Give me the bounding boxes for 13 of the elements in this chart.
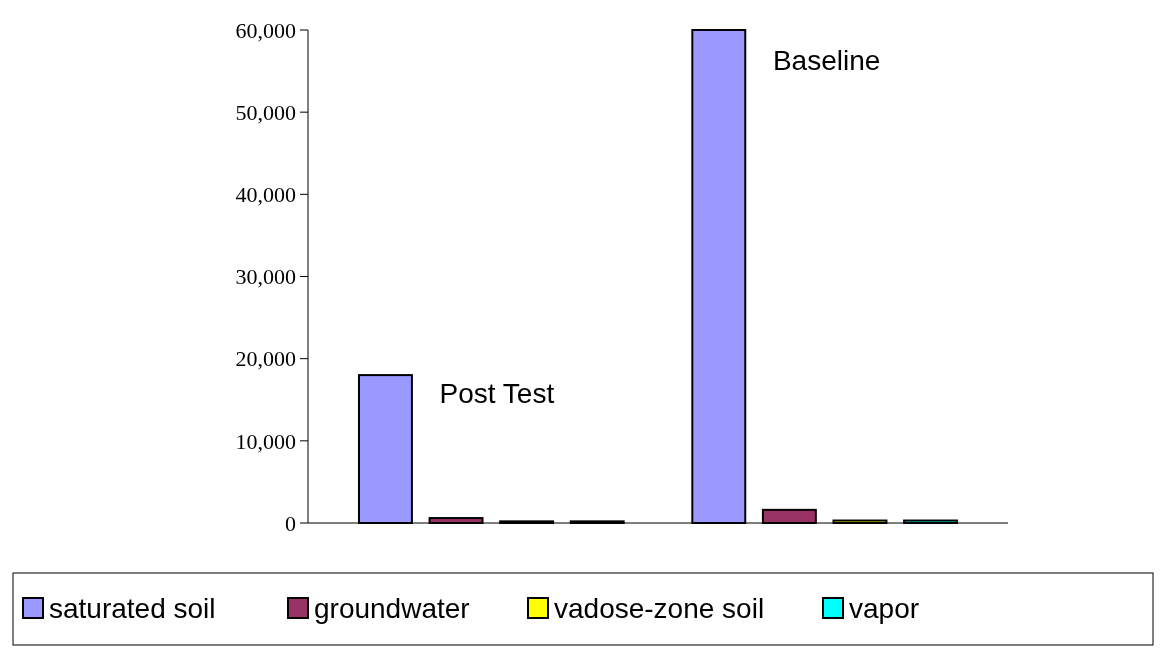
x-tick-label: Post Test [439, 378, 555, 409]
y-tick-label: 50,000 [235, 99, 296, 125]
x-tick-label: Baseline [772, 45, 881, 76]
y-tick-label: 10,000 [235, 428, 296, 454]
legend-label: groundwater [314, 592, 470, 624]
legend-label: vapor [849, 592, 920, 624]
y-tick-label: 20,000 [235, 346, 296, 372]
legend-label: vadose-zone soil [554, 592, 765, 624]
y-tick-label: 0 [285, 510, 296, 536]
y-tick-label: 30,000 [235, 264, 296, 290]
legend-label: saturated soil [49, 592, 216, 624]
y-tick-label: 60,000 [235, 17, 296, 43]
y-tick-label: 40,000 [235, 182, 296, 208]
